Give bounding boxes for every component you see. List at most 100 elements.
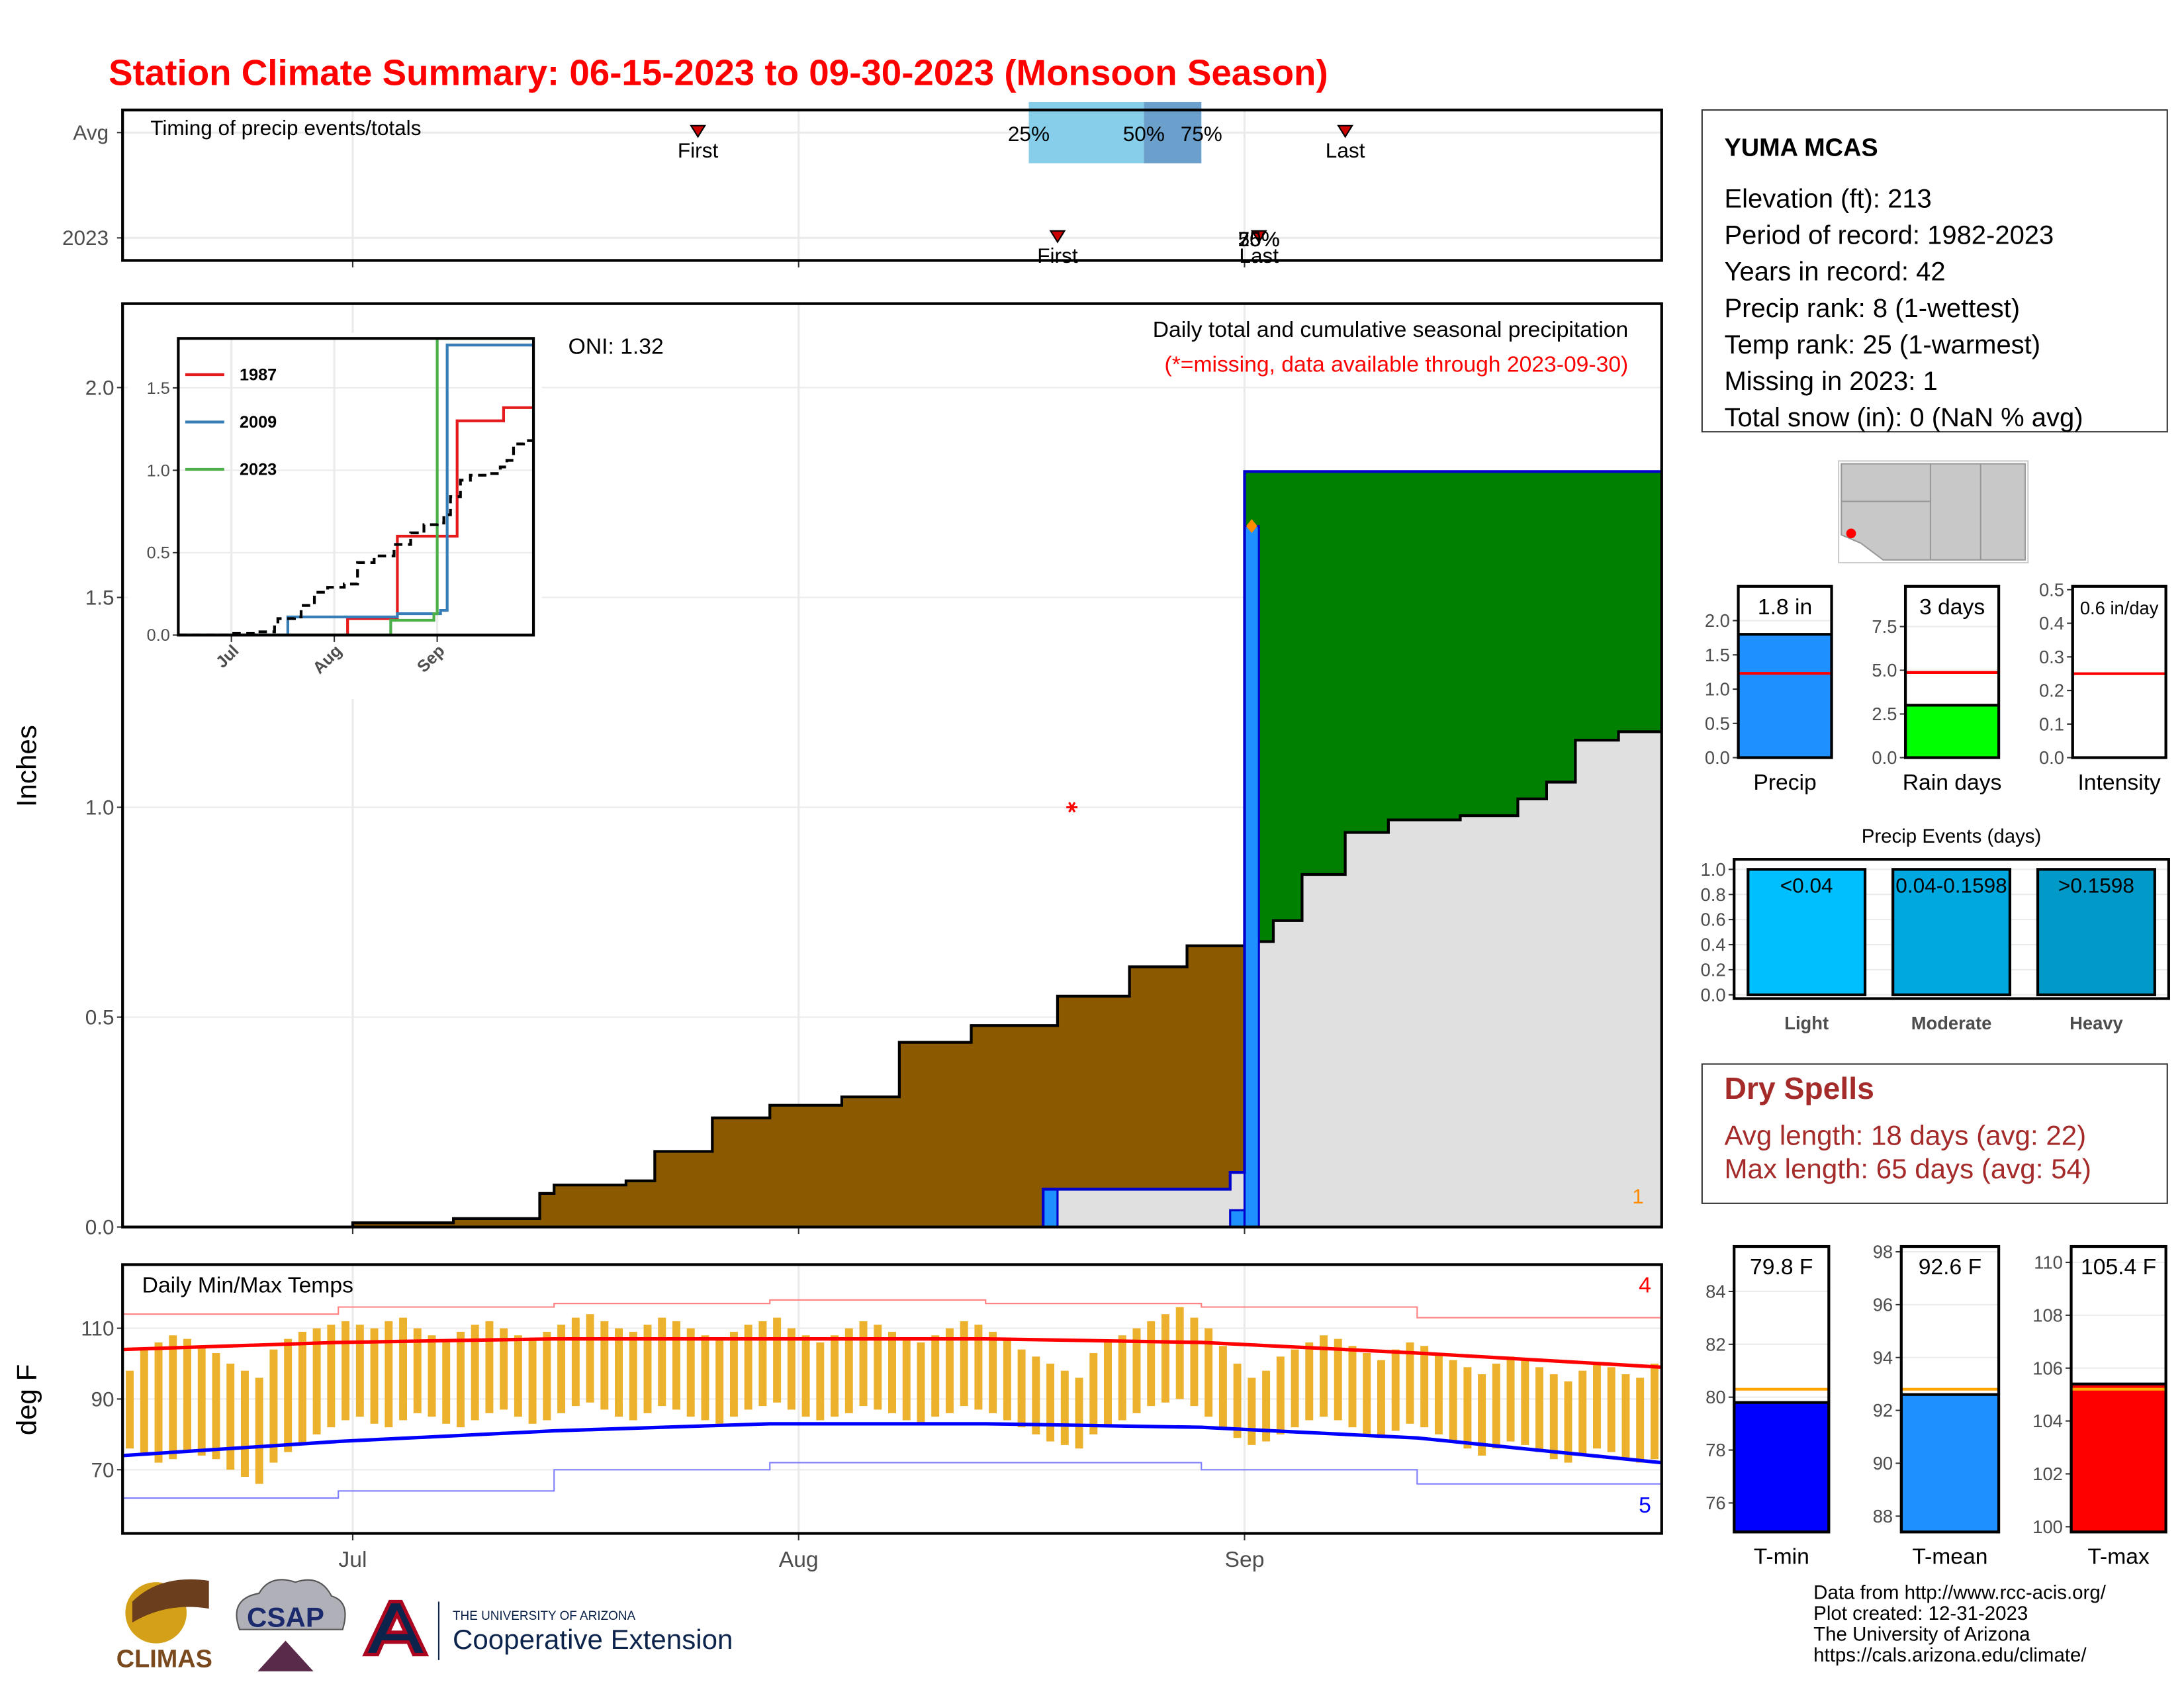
temp-range-bar (1607, 1367, 1615, 1452)
y-tick-label: 0.6 (1701, 910, 1726, 930)
bar (1901, 1393, 1999, 1532)
plot-frame (2070, 1244, 2167, 1534)
y-tick-label: 88 (1873, 1506, 1893, 1526)
y-tick-label: 1.5 (147, 379, 170, 398)
dry-spells-line: Max length: 65 days (avg: 54) (1724, 1153, 2091, 1184)
average-line (178, 437, 534, 635)
y-tick-label: 76 (1706, 1493, 1725, 1513)
precip-layers (122, 470, 1662, 1227)
y-tick-label: 98 (1873, 1242, 1893, 1262)
x-tick-label: Light (1784, 1013, 1829, 1033)
y-tick-label: 0.8 (1701, 884, 1726, 905)
quartile-label: 75% (1238, 227, 1280, 251)
event-label: First (1037, 244, 1078, 267)
footer-line: https://cals.arizona.edu/climate/ (1813, 1644, 2087, 1666)
event-label: First (678, 138, 719, 162)
temp-range-bar (1118, 1335, 1126, 1421)
logo-shape (257, 1640, 314, 1671)
y-tick-label: 100 (2032, 1517, 2063, 1537)
temp-marks (122, 1299, 1662, 1505)
temp-range-bar (974, 1325, 983, 1410)
bar-marks (1747, 868, 2156, 996)
temp-range-bar (1549, 1374, 1558, 1460)
temp-range-bar (917, 1342, 925, 1424)
temp-range-bar (399, 1317, 408, 1421)
category-label: T-min (1754, 1545, 1809, 1570)
events-title: Precip Events (days) (1862, 825, 2042, 847)
temp-range-bar (500, 1328, 508, 1410)
y-tick-label: 96 (1873, 1294, 1893, 1315)
logo-text: CSAP (247, 1601, 324, 1632)
temp-range-bar (471, 1325, 479, 1421)
locator-map (1838, 460, 2029, 564)
temp-range-bar (269, 1349, 278, 1463)
temp-range-bar (284, 1338, 293, 1452)
bar-label: >0.1598 (2058, 874, 2134, 898)
page-title: Station Climate Summary: 06-15-2023 to 0… (109, 52, 1328, 93)
y-tick-label: 0.0 (85, 1215, 114, 1239)
bar-marks (2072, 586, 2166, 758)
dry-spells-line: Avg length: 18 days (avg: 22) (1724, 1119, 2086, 1150)
y-tick-label: 1.0 (1705, 679, 1730, 700)
daily-bar (1042, 1188, 1059, 1227)
temp-range-bar (557, 1325, 566, 1413)
y-tick-label: 1.0 (85, 796, 114, 820)
observed-line (122, 470, 1662, 1227)
series-line (178, 338, 534, 635)
plot-frame (2071, 585, 2167, 759)
temp-range-bar (902, 1338, 911, 1421)
y-tick-label: 0.1 (2039, 714, 2064, 734)
bar (2036, 868, 2156, 996)
plot-frame (1903, 585, 2001, 759)
temp-range-bar (1478, 1374, 1486, 1456)
temp-range-bar (1463, 1367, 1472, 1449)
y-tick-label: 7.5 (1872, 616, 1897, 637)
plot-frame (1737, 585, 1833, 759)
temp-range-bar (787, 1328, 796, 1410)
station-lines: Elevation (ft): 213 Period of record: 198… (1724, 184, 2083, 432)
temp-range-bar (543, 1331, 551, 1421)
y-tick-label: 0.5 (2039, 579, 2064, 600)
event-marker (690, 124, 706, 138)
temp-range-bar (773, 1317, 782, 1403)
temp-range-bar (701, 1335, 709, 1421)
bar (1891, 868, 2012, 996)
temp-range-bar (729, 1331, 738, 1417)
x-tick-label: Moderate (1911, 1013, 1992, 1033)
plot-frame (121, 109, 1663, 262)
temp-range-bar (1046, 1363, 1055, 1442)
y-axis-label: Inches (11, 725, 42, 807)
dry-spells-title: Dry Spells (1724, 1071, 1874, 1105)
quartile-label: 50% (1123, 122, 1165, 146)
missing-stroke (1068, 802, 1076, 813)
temp-range-bar (1017, 1349, 1026, 1428)
event-marker (1250, 230, 1267, 244)
x-tick-label: Sep (1225, 1548, 1265, 1572)
y-tick-label: 82 (1706, 1334, 1725, 1354)
temp-range-bar (1003, 1338, 1011, 1421)
temp-range-bar (1320, 1335, 1328, 1417)
temp-range-bar (1089, 1352, 1098, 1434)
y-tick-label: 110 (2034, 1252, 2063, 1273)
temp-range-bar (413, 1328, 422, 1413)
temp-range-bar (1205, 1328, 1213, 1417)
category-label: T-max (2087, 1545, 2150, 1570)
dry-spells-box (1701, 1063, 2168, 1204)
bar (1747, 868, 1867, 996)
y-tick-label: 70 (91, 1458, 114, 1481)
y-tick-label: 102 (2032, 1464, 2063, 1484)
y-tick-label: 1.0 (147, 461, 170, 480)
temp-range-bar (1434, 1352, 1443, 1434)
bar (1734, 1401, 1829, 1532)
csap-logo: CSAP (236, 1579, 346, 1671)
temp-range-bar (715, 1338, 724, 1424)
temp-range-bar (1305, 1342, 1314, 1421)
station-location (1846, 528, 1856, 539)
temp-title: Daily Min/Max Temps (142, 1273, 353, 1297)
value-label: 79.8 F (1750, 1255, 1813, 1280)
y-tick-label: 110 (81, 1317, 114, 1340)
y-axis-label: deg F (11, 1364, 42, 1436)
temp-range-bar (428, 1335, 436, 1417)
